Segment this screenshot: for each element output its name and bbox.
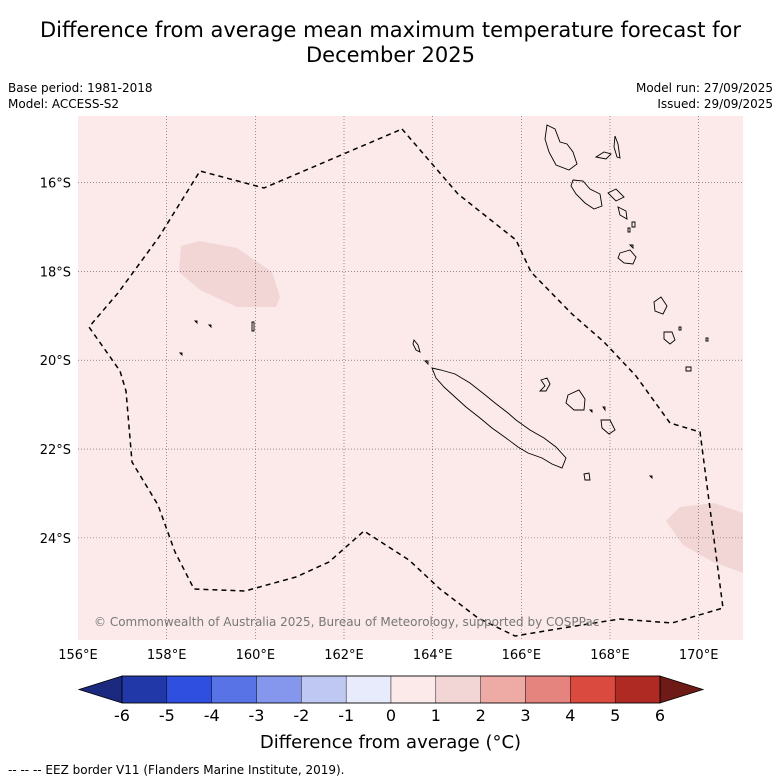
colorbar: -6 -5 -4 -3 -2 -1 0 1 2 3 4 5 6 bbox=[77, 675, 705, 725]
model-name: Model: ACCESS-S2 bbox=[8, 97, 120, 111]
vanuatu-erromango bbox=[653, 296, 668, 315]
vanuatu-maewo bbox=[613, 135, 621, 159]
map-panel: © Commonwealth of Australia 2025, Bureau… bbox=[78, 116, 743, 640]
colorbar-under-arrow bbox=[77, 675, 123, 704]
colorbar-tick-label: -5 bbox=[159, 706, 175, 725]
colorbar-swatch bbox=[345, 675, 392, 704]
colorbar-tick-label: -4 bbox=[204, 706, 220, 725]
colorbar-tick-label: 1 bbox=[431, 706, 441, 725]
issued-date: Issued: 29/09/2025 bbox=[657, 97, 773, 111]
colorbar-tick-label: 2 bbox=[476, 706, 486, 725]
colorbar-title: Difference from average (°C) bbox=[259, 732, 522, 753]
latitude-tick-label: 18°S bbox=[40, 265, 71, 280]
longitude-tick-label: 162°E bbox=[324, 648, 364, 663]
latitude-tick-label: 22°S bbox=[40, 443, 71, 458]
longitude-tick-label: 168°E bbox=[590, 648, 630, 663]
eez-footnote: -- -- -- EEZ border V11 (Flanders Marine… bbox=[8, 763, 345, 777]
colorbar-tick-label: 5 bbox=[610, 706, 620, 725]
meta-right: Model run: 27/09/2025 Issued: 29/09/2025 bbox=[636, 80, 773, 112]
longitude-tick-label: 170°E bbox=[679, 648, 719, 663]
copyright-text: © Commonwealth of Australia 2025, Bureau… bbox=[94, 615, 599, 629]
colorbar-tick-label: 4 bbox=[565, 706, 575, 725]
colorbar-tick-label: -2 bbox=[293, 706, 309, 725]
colorbar-tick-label: 0 bbox=[386, 706, 396, 725]
vanuatu-aneityum bbox=[685, 366, 692, 372]
latitude-tick-label: 20°S bbox=[40, 354, 71, 369]
longitude-tick-label: 158°E bbox=[147, 648, 187, 663]
longitude-tick-label: 166°E bbox=[502, 648, 542, 663]
longitude-labels: 156°E 158°E 160°E 162°E 164°E 166°E 168°E 170°E bbox=[58, 648, 718, 663]
longitude-tick-label: 164°E bbox=[413, 648, 453, 663]
latitude-tick-label: 16°S bbox=[40, 177, 71, 192]
longitude-tick-label: 160°E bbox=[236, 648, 276, 663]
colorbar-swatch bbox=[480, 675, 526, 704]
latitude-tick-label: 24°S bbox=[40, 532, 71, 547]
colorbar-swatch bbox=[211, 675, 257, 704]
colorbar-swatch bbox=[256, 675, 302, 704]
colorbar-frame bbox=[121, 675, 661, 704]
graticule bbox=[78, 116, 743, 640]
vanuatu-efate bbox=[617, 249, 637, 265]
longitude-tick-label: 156°E bbox=[58, 648, 98, 663]
vanuatu-malekula bbox=[570, 179, 603, 210]
colorbar-tick-label: 6 bbox=[655, 706, 665, 725]
anomaly-patch-east bbox=[666, 503, 743, 573]
isle-of-pines bbox=[583, 472, 591, 481]
colorbar-swatch bbox=[121, 675, 168, 704]
colorbar-tick-label: -6 bbox=[114, 706, 130, 725]
base-period: Base period: 1981-2018 bbox=[8, 81, 153, 95]
colorbar-tick-label: 3 bbox=[520, 706, 530, 725]
latitude-labels: 16°S 18°S 20°S 22°S 24°S bbox=[40, 177, 71, 547]
colorbar-swatch bbox=[435, 675, 481, 704]
chart-title: Difference from average mean maximum tem… bbox=[0, 18, 781, 68]
loyalty-lifou bbox=[565, 389, 586, 411]
loyalty-ouvea bbox=[538, 377, 551, 392]
colorbar-swatch bbox=[390, 675, 437, 704]
colorbar-swatch bbox=[301, 675, 347, 704]
vanuatu-ambae bbox=[594, 151, 612, 160]
colorbar-swatch bbox=[570, 675, 616, 704]
vanuatu-espiritu-santo bbox=[544, 124, 578, 171]
colorbar-swatch bbox=[614, 675, 661, 704]
title-line-2: December 2025 bbox=[305, 43, 475, 67]
model-run: Model run: 27/09/2025 bbox=[635, 81, 773, 95]
vanuatu-epi bbox=[617, 206, 628, 220]
vanuatu-tanna bbox=[663, 331, 676, 345]
new-caledonia-coast bbox=[431, 367, 567, 469]
colorbar-tick-label: -1 bbox=[338, 706, 354, 725]
anomaly-patch-west bbox=[179, 241, 280, 307]
vanuatu-pentecost bbox=[607, 188, 625, 202]
colorbar-over-arrow bbox=[659, 675, 705, 704]
colorbar-swatch bbox=[525, 675, 571, 704]
small-islets bbox=[178, 221, 709, 480]
loyalty-mare bbox=[600, 419, 616, 435]
colorbar-swatch bbox=[166, 675, 212, 704]
title-line-1: Difference from average mean maximum tem… bbox=[40, 18, 741, 42]
belep-islands bbox=[412, 339, 421, 353]
meta-left: Base period: 1981-2018 Model: ACCESS-S2 bbox=[8, 80, 153, 112]
map-background bbox=[78, 116, 743, 640]
colorbar-tick-label: -3 bbox=[249, 706, 265, 725]
